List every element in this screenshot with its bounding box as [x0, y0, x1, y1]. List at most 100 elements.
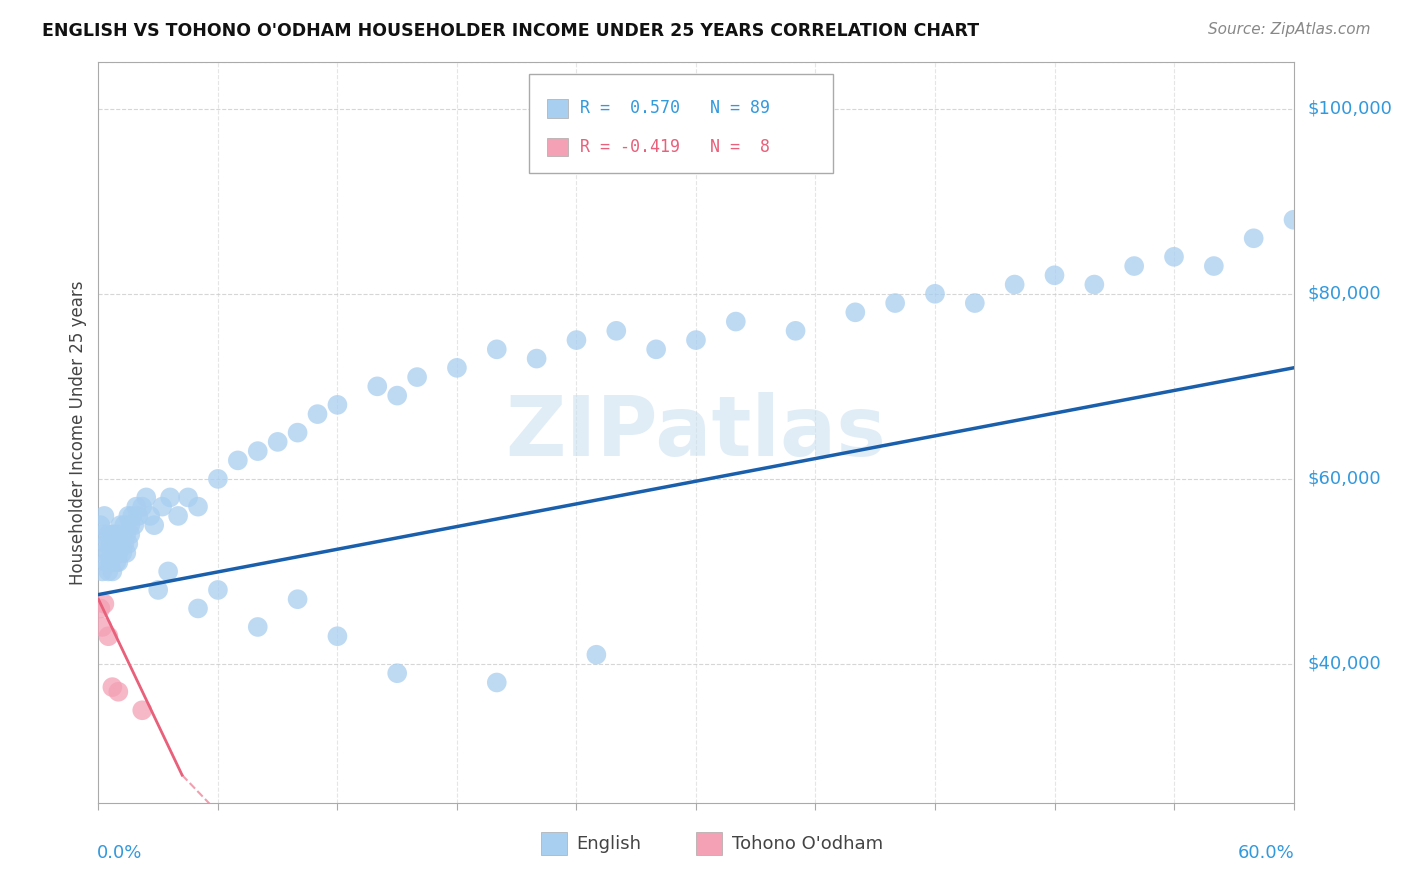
Point [159, 491, 181, 505]
Point [91, 620, 114, 634]
Point [107, 555, 129, 569]
Text: R =  0.570   N = 89: R = 0.570 N = 89 [581, 99, 770, 118]
Text: R = -0.419   N =  8: R = -0.419 N = 8 [581, 138, 770, 156]
Point [724, 314, 747, 328]
Point [446, 360, 468, 375]
Point [1083, 277, 1105, 292]
Point [267, 434, 290, 449]
Bar [541, 832, 567, 855]
Point [101, 546, 124, 560]
Point [131, 500, 153, 514]
Point [107, 527, 129, 541]
Point [107, 685, 129, 699]
Point [127, 508, 149, 523]
Point [98, 536, 122, 550]
Point [148, 582, 170, 597]
Point [167, 842, 190, 856]
Point [1243, 231, 1265, 245]
Point [120, 518, 142, 533]
Point [207, 472, 229, 486]
Text: English: English [576, 835, 641, 853]
Point [97, 629, 120, 643]
FancyBboxPatch shape [529, 73, 834, 173]
Point [105, 555, 128, 569]
Point [177, 491, 200, 505]
Point [89, 601, 111, 615]
Point [103, 546, 125, 560]
Text: Source: ZipAtlas.com: Source: ZipAtlas.com [1208, 22, 1371, 37]
Point [110, 518, 132, 533]
Point [112, 536, 135, 550]
Point [107, 546, 129, 560]
Point [97, 565, 120, 579]
Point [287, 592, 309, 607]
Point [246, 444, 269, 458]
Point [385, 666, 409, 681]
Point [93, 597, 115, 611]
Point [287, 425, 309, 440]
Point [785, 324, 807, 338]
Point [111, 527, 134, 541]
Point [385, 388, 409, 402]
Point [117, 508, 139, 523]
Point [96, 536, 118, 550]
Point [93, 546, 115, 560]
Point [406, 370, 429, 384]
Text: Tohono O'odham: Tohono O'odham [733, 835, 883, 853]
Bar [547, 138, 568, 156]
Point [150, 500, 173, 514]
Point [485, 675, 508, 690]
Point [93, 508, 115, 523]
Text: 60.0%: 60.0% [1237, 844, 1295, 862]
Point [963, 296, 986, 310]
Point [97, 527, 120, 541]
Point [526, 351, 548, 366]
Point [143, 518, 166, 533]
Point [565, 333, 588, 347]
Point [98, 555, 122, 569]
Point [131, 703, 153, 717]
Point [485, 343, 508, 357]
Bar [547, 99, 568, 118]
Point [1202, 259, 1225, 273]
Point [111, 546, 134, 560]
Point [89, 518, 111, 533]
Point [207, 582, 229, 597]
Point [105, 536, 128, 550]
Point [167, 508, 190, 523]
Point [103, 527, 125, 541]
Point [124, 518, 146, 533]
Point [366, 379, 388, 393]
Point [924, 286, 946, 301]
Point [1282, 212, 1305, 227]
Point [187, 500, 209, 514]
Point [103, 536, 125, 550]
Point [101, 680, 124, 694]
Point [101, 565, 124, 579]
Point [1004, 277, 1026, 292]
Point [226, 453, 249, 467]
Point [135, 491, 157, 505]
Text: ENGLISH VS TOHONO O'ODHAM HOUSEHOLDER INCOME UNDER 25 YEARS CORRELATION CHART: ENGLISH VS TOHONO O'ODHAM HOUSEHOLDER IN… [42, 22, 980, 40]
Point [157, 565, 180, 579]
Point [96, 555, 118, 569]
Point [326, 629, 349, 643]
Text: 0.0%: 0.0% [97, 844, 142, 862]
Point [326, 398, 349, 412]
Text: $80,000: $80,000 [1308, 285, 1382, 302]
Point [307, 407, 329, 421]
Text: $40,000: $40,000 [1308, 655, 1382, 673]
Point [844, 305, 866, 319]
Point [110, 536, 132, 550]
Text: ZIPatlas: ZIPatlas [506, 392, 886, 473]
Bar [696, 832, 723, 855]
Point [605, 324, 627, 338]
Text: $60,000: $60,000 [1308, 470, 1382, 488]
Point [187, 601, 209, 615]
Y-axis label: Householder Income Under 25 years: Householder Income Under 25 years [69, 280, 87, 585]
Point [1123, 259, 1146, 273]
Text: $100,000: $100,000 [1308, 100, 1393, 118]
Point [884, 296, 907, 310]
Point [121, 508, 143, 523]
Point [97, 546, 120, 560]
